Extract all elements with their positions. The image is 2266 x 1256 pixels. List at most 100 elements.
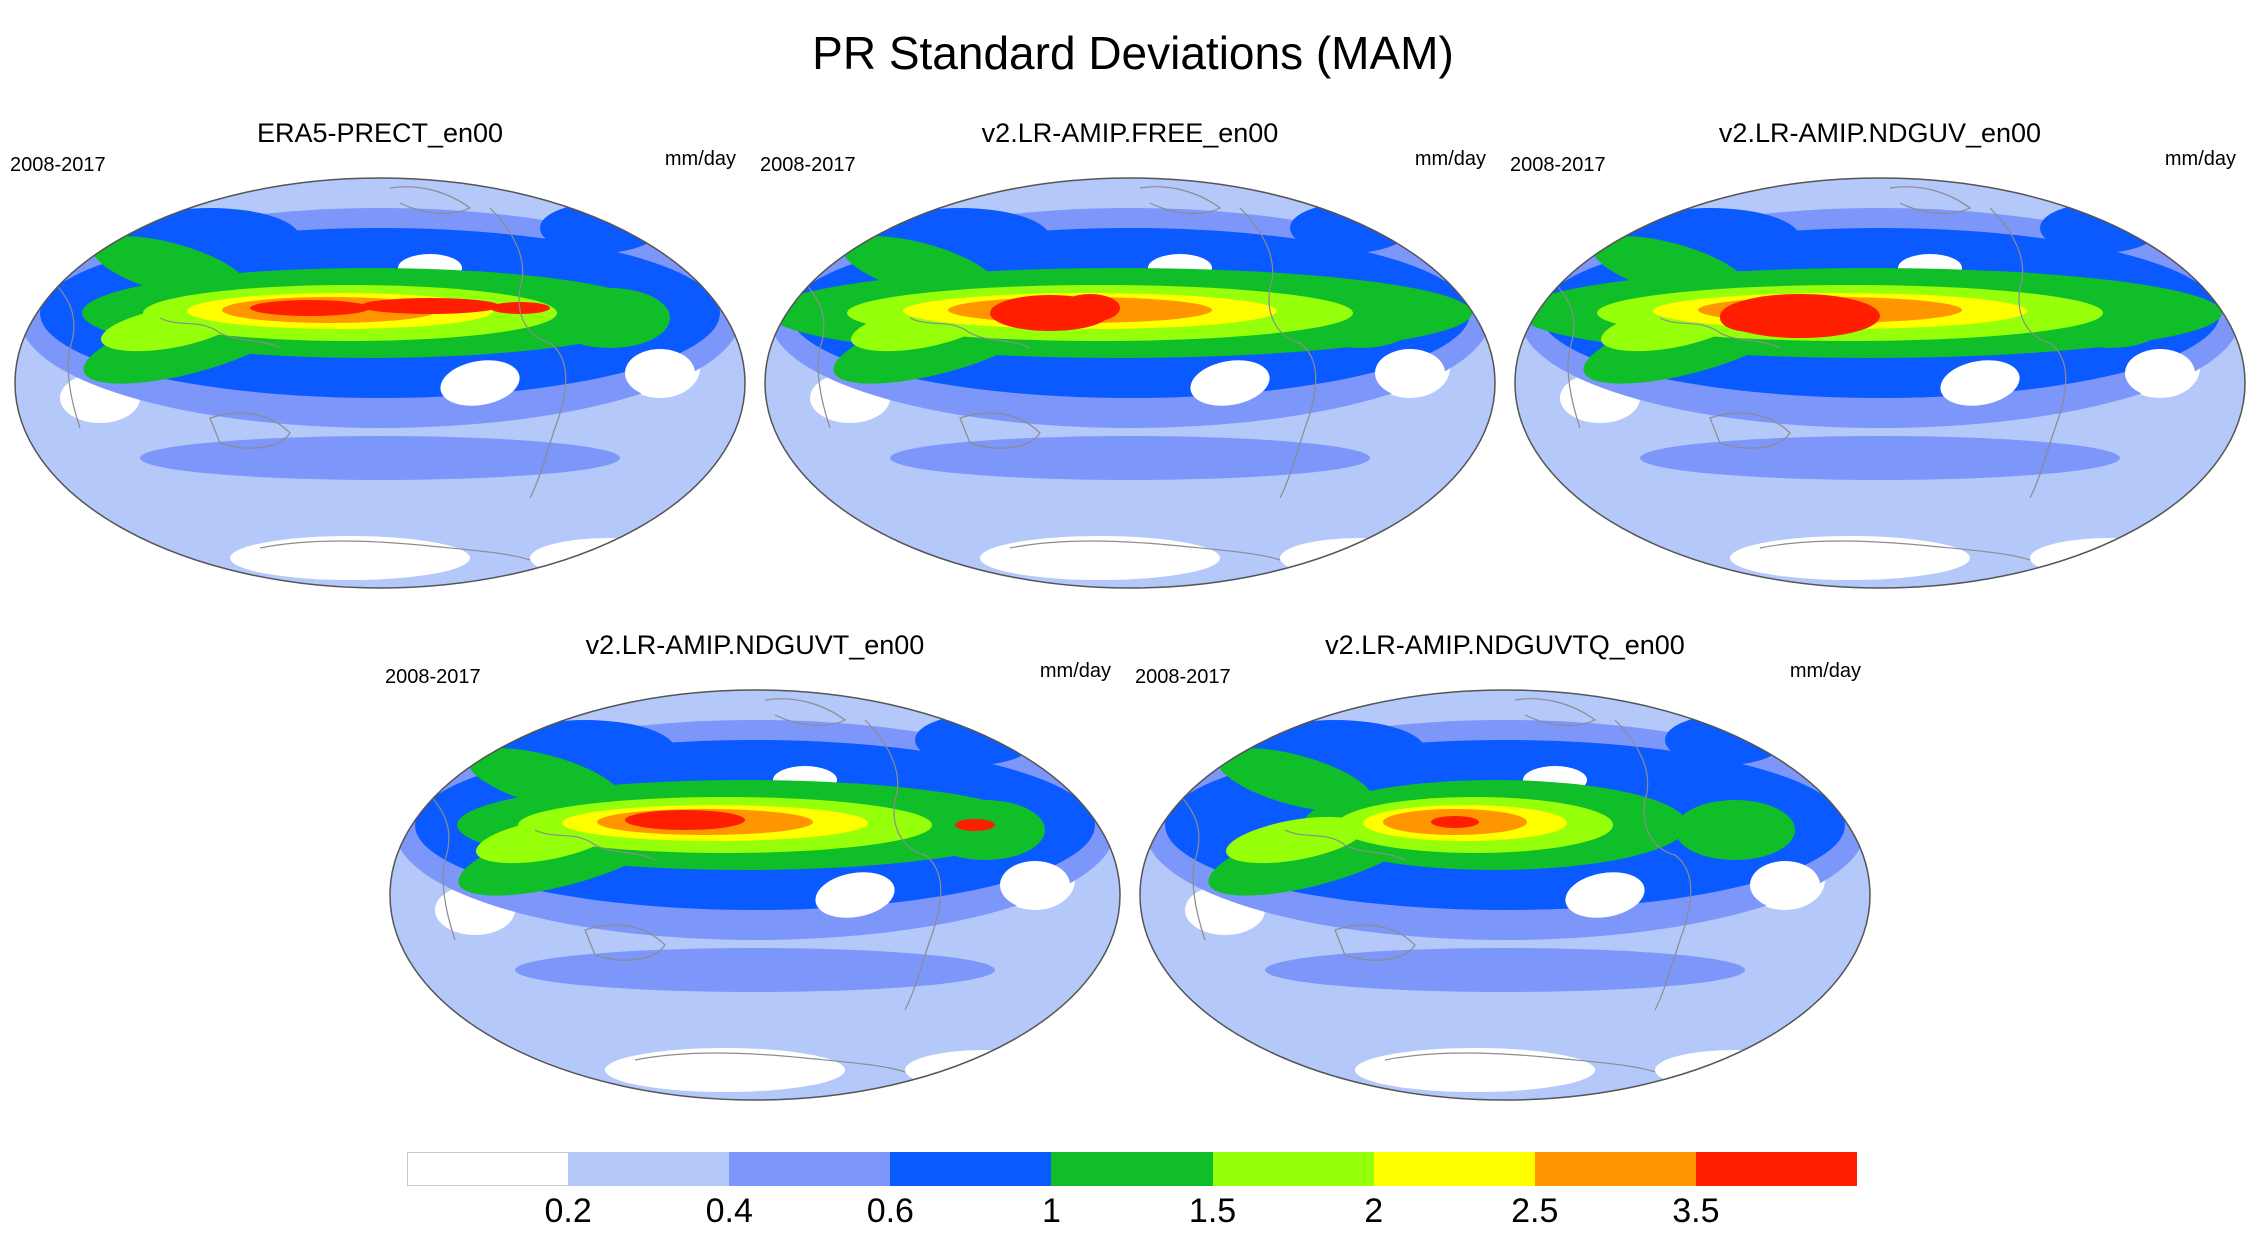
panel-units: mm/day xyxy=(2164,148,2236,170)
map-panel-ndguv: v2.LR-AMIP.NDGUV_en00 2008-2017 mm/day xyxy=(1510,118,2250,598)
coastline-africa xyxy=(1174,789,1206,941)
contour-0_6 xyxy=(2040,203,2160,253)
dry-region xyxy=(1000,861,1070,909)
coastlines xyxy=(1174,698,1692,1073)
contour-0_6 xyxy=(1665,715,1785,765)
map-outline xyxy=(1514,177,2246,589)
coastline-africa xyxy=(424,789,456,941)
contour-0_4 xyxy=(1640,436,2120,480)
contour-3_5 xyxy=(1720,304,1780,332)
coastline-australia xyxy=(1334,924,1416,961)
coastline-americas xyxy=(864,719,942,1011)
coastlines xyxy=(49,186,567,561)
map-field xyxy=(1515,178,2245,588)
contour-1 xyxy=(467,748,623,812)
panel-years: 2008-2017 xyxy=(1135,666,1231,688)
contour-1 xyxy=(842,236,998,300)
map-outline xyxy=(14,177,746,589)
contour-3_5 xyxy=(360,298,500,314)
contour-3_5 xyxy=(1431,816,1479,828)
dry-region xyxy=(230,536,470,580)
dry-region xyxy=(1190,360,1270,406)
coastline-americas xyxy=(1989,207,2067,499)
panel-units: mm/day xyxy=(664,148,736,170)
map-plot xyxy=(764,177,1496,589)
contour-3_5 xyxy=(250,300,370,316)
coastline-africa xyxy=(1549,277,1581,429)
coastline-arctic xyxy=(1889,186,1972,214)
contour-0_6 xyxy=(1290,203,1410,253)
colorbar-swatch xyxy=(568,1152,730,1186)
contour-3_5 xyxy=(625,810,745,830)
colorbar xyxy=(407,1152,1858,1186)
map-plot xyxy=(1139,689,1871,1101)
colorbar-swatch xyxy=(729,1152,891,1186)
contour-3_5 xyxy=(1060,294,1120,322)
map-panel-ndguvt: v2.LR-AMIP.NDGUVT_en00 2008-2017 mm/day xyxy=(385,630,1125,1110)
map-outline xyxy=(1139,689,1871,1101)
contour-1 xyxy=(1675,800,1795,860)
colorbar-tick-label: 2 xyxy=(1364,1192,1384,1230)
coastlines xyxy=(1549,186,2067,561)
colorbar-tick-label: 0.6 xyxy=(866,1192,914,1230)
contour-0_4 xyxy=(1265,948,1745,992)
dry-region xyxy=(815,872,895,918)
contour-1 xyxy=(1217,748,1373,812)
map-field xyxy=(1140,690,1870,1100)
dry-region xyxy=(625,349,695,397)
panel-units: mm/day xyxy=(1039,660,1111,682)
dry-region xyxy=(1355,1048,1595,1092)
colorbar-tick-label: 0.4 xyxy=(705,1192,753,1230)
panel-title: v2.LR-AMIP.FREE_en00 xyxy=(981,118,1279,148)
colorbar-swatch xyxy=(890,1152,1052,1186)
panel-units: mm/day xyxy=(1414,148,1486,170)
coastline-maritime xyxy=(909,317,1031,349)
coastline-antarctica xyxy=(1009,540,1281,561)
map-field xyxy=(15,178,745,588)
dry-region xyxy=(1655,1050,1815,1090)
dry-region xyxy=(605,1048,845,1092)
dry-region xyxy=(1940,360,2020,406)
map-panel-ndguvtq: v2.LR-AMIP.NDGUVTQ_en00 2008-2017 mm/day xyxy=(1135,630,1875,1110)
coastline-australia xyxy=(1709,412,1791,449)
coastline-antarctica xyxy=(1759,540,2031,561)
coastline-africa xyxy=(799,277,831,429)
map-field xyxy=(765,178,1495,588)
panel-units: mm/day xyxy=(1789,660,1861,682)
dry-region xyxy=(905,1050,1065,1090)
coastline-australia xyxy=(209,412,291,449)
panel-title: v2.LR-AMIP.NDGUVTQ_en00 xyxy=(1325,630,1685,660)
map-outline xyxy=(764,177,1496,589)
coastlines xyxy=(799,186,1317,561)
dry-region xyxy=(980,536,1220,580)
coastline-maritime xyxy=(534,829,656,861)
dry-region xyxy=(440,360,520,406)
dry-region xyxy=(1280,538,1440,578)
dry-region xyxy=(1730,536,1970,580)
coastline-americas xyxy=(489,207,567,499)
colorbar-swatch xyxy=(1534,1152,1697,1186)
figure-title: PR Standard Deviations (MAM) xyxy=(812,27,1454,79)
contour-0_6 xyxy=(540,203,660,253)
coastline-maritime xyxy=(1284,829,1406,861)
colorbar-tick-label: 0.2 xyxy=(544,1192,592,1230)
contour-0_6 xyxy=(915,715,1035,765)
coastline-antarctica xyxy=(1384,1052,1656,1073)
coastline-australia xyxy=(959,412,1041,449)
map-panel-era5: ERA5-PRECT_en00 2008-2017 mm/day xyxy=(10,118,750,598)
colorbar-swatch xyxy=(1373,1152,1536,1186)
contour-1 xyxy=(550,288,670,348)
coastline-antarctica xyxy=(634,1052,906,1073)
panel-years: 2008-2017 xyxy=(1510,154,1606,176)
dry-region xyxy=(1565,872,1645,918)
contour-3_5 xyxy=(955,819,995,831)
contour-0_4 xyxy=(890,436,1370,480)
panel-years: 2008-2017 xyxy=(385,666,481,688)
panel-years: 2008-2017 xyxy=(760,154,856,176)
map-plot xyxy=(389,689,1121,1101)
contour-0_4 xyxy=(515,948,995,992)
dry-region xyxy=(1750,861,1820,909)
panel-years: 2008-2017 xyxy=(10,154,106,176)
colorbar-tick-label: 2.5 xyxy=(1511,1192,1559,1230)
colorbar-swatch xyxy=(1695,1152,1858,1186)
